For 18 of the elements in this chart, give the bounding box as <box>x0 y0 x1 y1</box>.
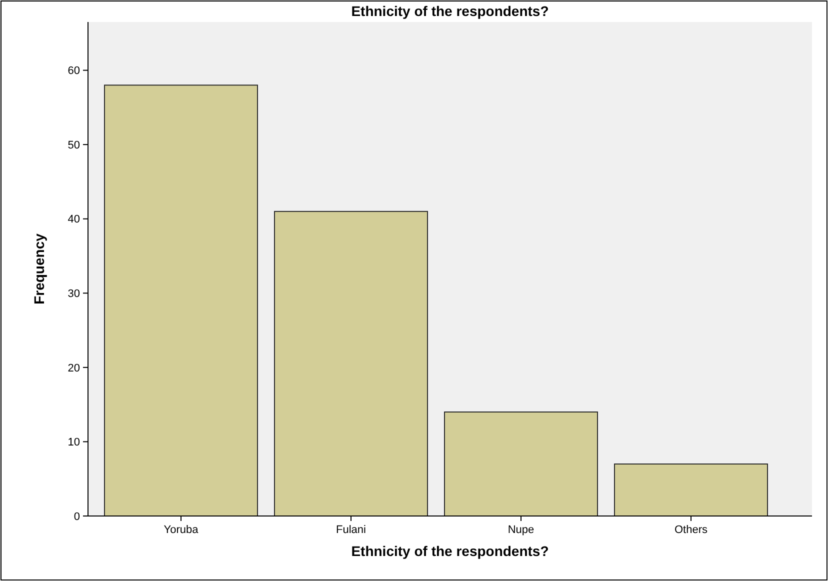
x-tick-label: Nupe <box>508 524 534 536</box>
x-tick-label: Yoruba <box>164 524 200 536</box>
x-axis-title: Ethnicity of the respondents? <box>351 543 549 559</box>
x-tick-label: Fulani <box>336 524 366 536</box>
x-tick-label: Others <box>674 524 708 536</box>
y-tick-label: 20 <box>68 362 80 374</box>
bar <box>274 210 428 516</box>
bar <box>614 464 768 516</box>
y-tick-label: 10 <box>68 436 80 449</box>
bar <box>444 412 598 516</box>
chart-title: Ethnicity of the respondents? <box>351 3 549 19</box>
y-tick-label: 60 <box>68 65 80 78</box>
y-tick-label: 30 <box>68 288 80 300</box>
y-tick-label: 40 <box>68 214 80 226</box>
y-tick-label: 50 <box>68 139 80 152</box>
bar <box>104 84 258 516</box>
y-tick-label: 0 <box>74 510 80 523</box>
y-axis-title: Frequency <box>31 233 47 304</box>
